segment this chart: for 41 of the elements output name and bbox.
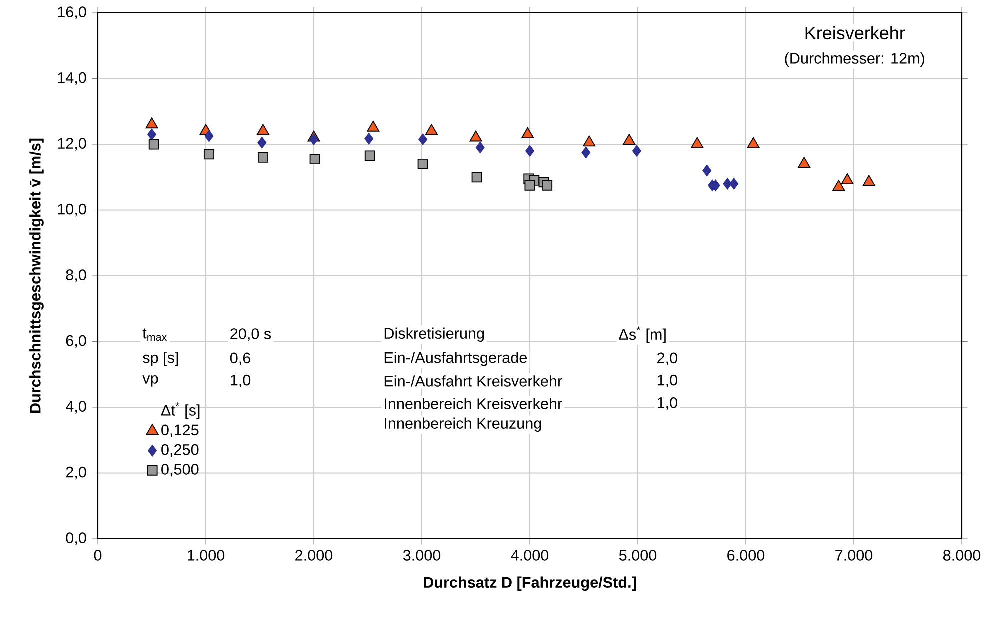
annotation: Ein-/Ausfahrtsgerade	[384, 352, 528, 366]
annotation: 1,0	[658, 374, 678, 388]
y-tick-label: 12,0	[58, 138, 86, 151]
y-tick-label: 6,0	[66, 335, 86, 348]
y-tick-label: 16,0	[58, 6, 86, 20]
y-axis-title: Durchschnittsgeschwindigkeit v̄ [m/s]	[30, 138, 44, 413]
x-tick-label: 2.000	[296, 550, 333, 561]
annotation: (Durchmesser: 12m)	[785, 52, 924, 67]
y-tick-label: 14,0	[58, 72, 86, 86]
x-tick-label: 6.000	[728, 550, 765, 561]
annotation: 2,0	[658, 352, 678, 366]
annotation: Δs$^{*}$ [m]	[619, 326, 666, 344]
x-tick-label: 8.000	[943, 550, 981, 561]
x-tick-label: 5.000	[619, 550, 657, 561]
annotation: Innenbereich Kreuzung	[385, 418, 542, 432]
x-tick-label: 4.000	[511, 550, 549, 561]
legend-label: 0,125	[162, 424, 199, 438]
annotation: Ein-/Ausfahrt Kreisverkehr	[384, 376, 562, 387]
annotation: vp	[142, 375, 158, 387]
y-tick-label: 2,0	[66, 466, 86, 480]
y-tick-label: 10,0	[58, 204, 86, 217]
annotation: 0,6	[230, 352, 250, 366]
annotation: Diskretisierung	[384, 328, 484, 342]
annotation: Kreisverkehr	[806, 26, 906, 40]
x-tick-label: 1.000	[188, 550, 225, 561]
annotation: t$_{max}$	[142, 328, 168, 342]
annotation: Innenbereich Kreisverkehr	[385, 398, 562, 410]
y-tick-label: 8,0	[66, 270, 86, 282]
annotation: 20,0 s	[230, 328, 272, 342]
y-tick-label: 0,0	[66, 532, 86, 546]
x-tick-label: 0	[94, 550, 102, 561]
annotation: 1,0	[658, 397, 678, 410]
x-tick-label: 7.000	[836, 550, 873, 561]
y-tick-label: 4,0	[66, 401, 86, 414]
annotation: sp [s]	[143, 352, 178, 366]
legend-title: Δt$^{*}$ [s]	[161, 402, 200, 419]
legend-label: 0,250	[162, 444, 199, 458]
x-axis-title: Durchsatz D [Fahrzeuge/Std.]	[424, 576, 636, 592]
x-tick-label: 3.000	[403, 550, 441, 561]
annotation: 1,0	[231, 374, 251, 388]
legend-label: 0,500	[162, 464, 199, 477]
